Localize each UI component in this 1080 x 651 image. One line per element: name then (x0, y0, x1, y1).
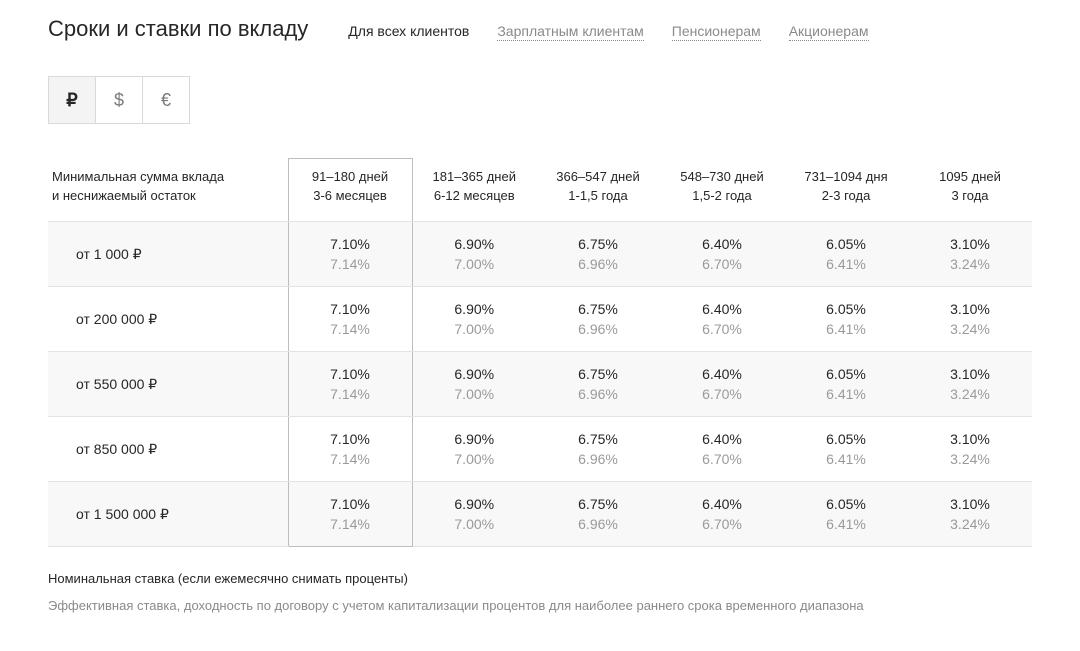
rate-cell: 7.10%7.14% (288, 222, 412, 287)
client-tab-0[interactable]: Для всех клиентов (348, 23, 469, 41)
rate-cell: 3.10%3.24% (908, 287, 1032, 352)
row-label: от 200 000 ₽ (48, 287, 288, 352)
col-header-3: 548–730 дней1,5-2 года (660, 159, 784, 222)
rate-cell: 6.40%6.70% (660, 352, 784, 417)
footnotes: Номинальная ставка (если ежемесячно сним… (48, 569, 1032, 617)
rate-cell: 6.75%6.96% (536, 417, 660, 482)
rate-cell: 6.05%6.41% (784, 222, 908, 287)
rate-cell: 6.75%6.96% (536, 352, 660, 417)
rate-cell: 3.10%3.24% (908, 482, 1032, 547)
rate-cell: 3.10%3.24% (908, 222, 1032, 287)
client-tab-1[interactable]: Зарплатным клиентам (497, 23, 643, 41)
col-header-1: 181–365 дней6-12 месяцев (412, 159, 536, 222)
row-label: от 1 500 000 ₽ (48, 482, 288, 547)
currency-tab-1[interactable]: $ (95, 76, 143, 124)
row-label: от 1 000 ₽ (48, 222, 288, 287)
row-label: от 550 000 ₽ (48, 352, 288, 417)
rate-cell: 7.10%7.14% (288, 287, 412, 352)
col-header-2: 366–547 дней1-1,5 года (536, 159, 660, 222)
currency-tabs: ₽$€ (48, 76, 1032, 124)
rate-cell: 7.10%7.14% (288, 352, 412, 417)
rate-cell: 7.10%7.14% (288, 417, 412, 482)
col-header-4: 731–1094 дня2-3 года (784, 159, 908, 222)
rate-cell: 6.05%6.41% (784, 482, 908, 547)
col-header-5: 1095 дней3 года (908, 159, 1032, 222)
rate-cell: 6.90%7.00% (412, 352, 536, 417)
rate-cell: 3.10%3.24% (908, 352, 1032, 417)
currency-tab-0[interactable]: ₽ (48, 76, 96, 124)
rate-cell: 6.05%6.41% (784, 352, 908, 417)
footnote-nominal: Номинальная ставка (если ежемесячно сним… (48, 569, 1032, 590)
rate-cell: 3.10%3.24% (908, 417, 1032, 482)
col-header-amount: Минимальная сумма вкладаи неснижаемый ос… (48, 159, 288, 222)
currency-tab-2[interactable]: € (142, 76, 190, 124)
table-row: от 550 000 ₽7.10%7.14%6.90%7.00%6.75%6.9… (48, 352, 1032, 417)
rate-cell: 6.90%7.00% (412, 287, 536, 352)
table-row: от 1 000 ₽7.10%7.14%6.90%7.00%6.75%6.96%… (48, 222, 1032, 287)
footnote-effective: Эффективная ставка, доходность по догово… (48, 596, 1032, 617)
table-row: от 850 000 ₽7.10%7.14%6.90%7.00%6.75%6.9… (48, 417, 1032, 482)
rate-cell: 6.40%6.70% (660, 287, 784, 352)
rate-cell: 6.90%7.00% (412, 222, 536, 287)
col-header-0: 91–180 дней3-6 месяцев (288, 159, 412, 222)
page-title: Сроки и ставки по вкладу (48, 16, 308, 42)
table-row: от 200 000 ₽7.10%7.14%6.90%7.00%6.75%6.9… (48, 287, 1032, 352)
table-row: от 1 500 000 ₽7.10%7.14%6.90%7.00%6.75%6… (48, 482, 1032, 547)
client-tab-3[interactable]: Акционерам (789, 23, 869, 41)
rate-cell: 6.40%6.70% (660, 222, 784, 287)
rate-cell: 6.90%7.00% (412, 417, 536, 482)
rate-cell: 6.05%6.41% (784, 287, 908, 352)
client-tab-2[interactable]: Пенсионерам (672, 23, 761, 41)
rate-cell: 6.75%6.96% (536, 222, 660, 287)
client-tabs: Для всех клиентов Зарплатным клиентам Пенс… (348, 23, 868, 41)
rate-cell: 6.75%6.96% (536, 287, 660, 352)
rate-cell: 6.40%6.70% (660, 482, 784, 547)
rate-cell: 7.10%7.14% (288, 482, 412, 547)
rate-cell: 6.75%6.96% (536, 482, 660, 547)
rates-table: Минимальная сумма вкладаи неснижаемый ос… (48, 158, 1032, 547)
rate-cell: 6.05%6.41% (784, 417, 908, 482)
rate-cell: 6.40%6.70% (660, 417, 784, 482)
row-label: от 850 000 ₽ (48, 417, 288, 482)
rate-cell: 6.90%7.00% (412, 482, 536, 547)
